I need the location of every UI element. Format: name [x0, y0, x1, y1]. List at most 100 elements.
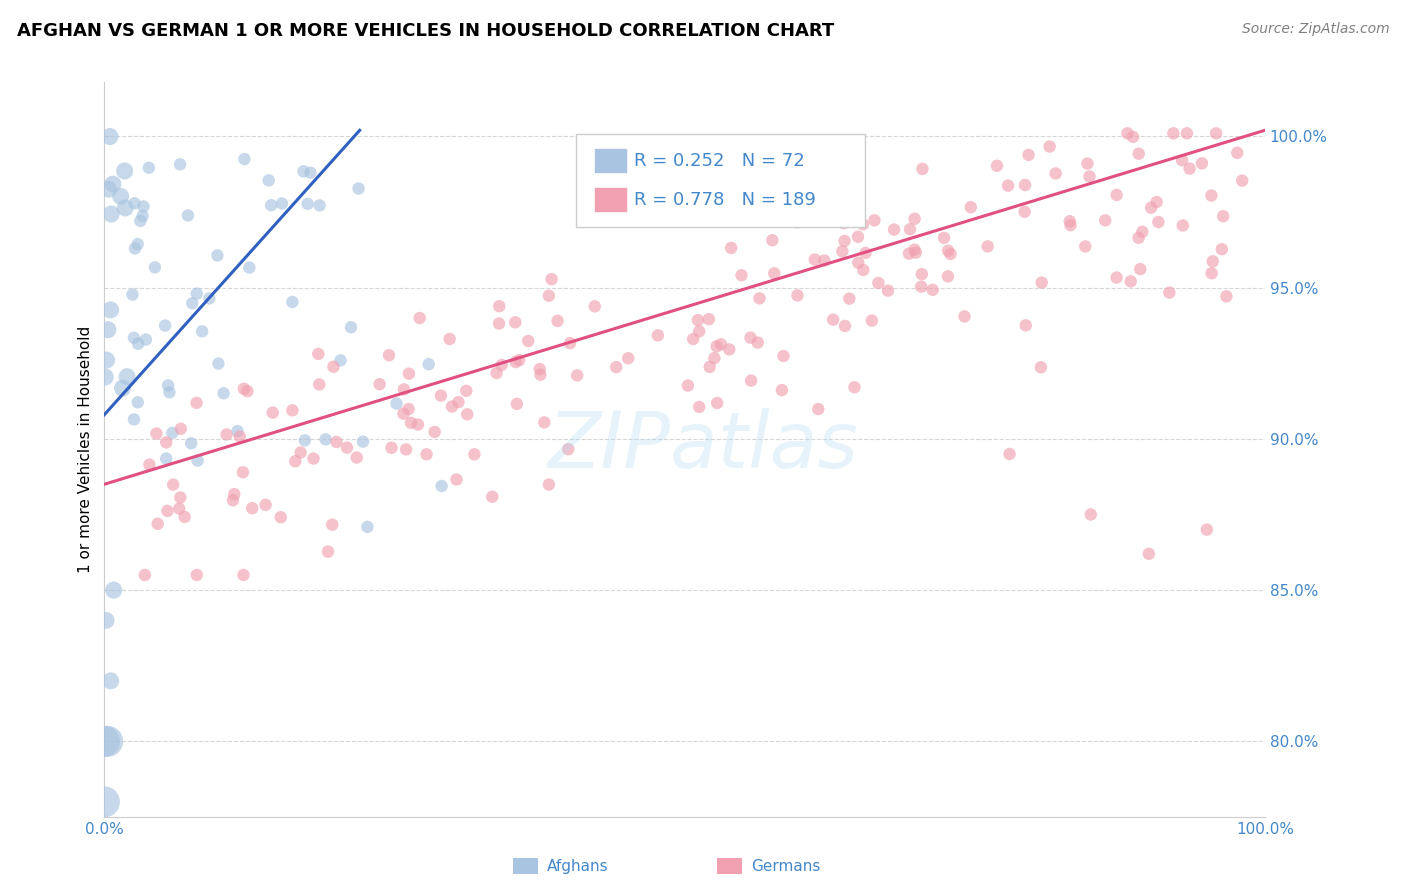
Point	[378, 348, 401, 362]
Point	[121, 287, 143, 301]
Point	[292, 164, 315, 178]
Point	[1078, 169, 1101, 184]
Point	[124, 196, 146, 211]
Point	[786, 288, 808, 302]
Point	[786, 215, 808, 229]
Point	[529, 368, 551, 382]
Point	[236, 384, 259, 399]
Point	[143, 260, 166, 275]
Point	[725, 203, 748, 218]
Point	[883, 222, 905, 236]
Point	[439, 332, 461, 346]
Point	[308, 377, 330, 392]
Point	[418, 357, 440, 371]
Point	[673, 205, 696, 219]
Point	[1195, 523, 1218, 537]
Point	[170, 422, 193, 436]
Point	[281, 295, 304, 310]
Point	[93, 795, 115, 809]
Point	[238, 260, 260, 275]
Point	[1116, 126, 1139, 140]
Point	[529, 362, 551, 376]
Point	[998, 447, 1021, 461]
Point	[232, 568, 254, 582]
Point	[558, 336, 581, 351]
Point	[939, 247, 962, 261]
Point	[838, 292, 860, 306]
Point	[617, 351, 640, 366]
Point	[399, 416, 422, 430]
Point	[1059, 214, 1081, 228]
Point	[699, 359, 721, 374]
Point	[807, 402, 830, 417]
Point	[271, 196, 294, 211]
Point	[207, 248, 229, 262]
Point	[936, 269, 959, 284]
Point	[852, 263, 875, 277]
Text: R = 0.252   N = 72: R = 0.252 N = 72	[634, 152, 804, 169]
Text: AFGHAN VS GERMAN 1 OR MORE VEHICLES IN HOUSEHOLD CORRELATION CHART: AFGHAN VS GERMAN 1 OR MORE VEHICLES IN H…	[17, 22, 834, 40]
Point	[1191, 156, 1213, 170]
Point	[162, 477, 184, 491]
Point	[959, 200, 981, 214]
Point	[430, 388, 453, 402]
Text: R = 0.778   N = 189: R = 0.778 N = 189	[634, 191, 815, 209]
Point	[96, 353, 118, 368]
Point	[368, 377, 391, 392]
Point	[855, 246, 877, 260]
Y-axis label: 1 or more Vehicles in Household: 1 or more Vehicles in Household	[79, 326, 93, 573]
Point	[1201, 266, 1223, 280]
Point	[100, 302, 122, 317]
Point	[1122, 129, 1144, 144]
Point	[262, 405, 284, 419]
Point	[281, 403, 304, 417]
Point	[1146, 195, 1168, 210]
Point	[346, 450, 368, 465]
Point	[100, 673, 122, 688]
Point	[430, 479, 453, 493]
Point	[131, 209, 153, 223]
Point	[155, 435, 177, 450]
Point	[153, 318, 176, 333]
Point	[229, 429, 252, 443]
Point	[97, 734, 120, 748]
Point	[186, 286, 208, 301]
Point	[191, 324, 214, 338]
Point	[134, 568, 156, 582]
Point	[94, 370, 117, 384]
Point	[485, 366, 508, 380]
Point	[186, 396, 208, 410]
Point	[127, 395, 149, 409]
Point	[1031, 276, 1053, 290]
Point	[740, 374, 762, 388]
Point	[1226, 145, 1249, 160]
Point	[1018, 148, 1040, 162]
Point	[1171, 219, 1194, 233]
Point	[647, 328, 669, 343]
Point	[103, 583, 125, 598]
Point	[605, 360, 627, 375]
Point	[682, 332, 704, 346]
Point	[240, 501, 263, 516]
Point	[1039, 139, 1062, 153]
Point	[868, 276, 890, 290]
Point	[110, 189, 132, 203]
Point	[181, 296, 204, 310]
Point	[1175, 126, 1198, 140]
Point	[284, 454, 307, 468]
Point	[832, 216, 855, 230]
Point	[877, 284, 900, 298]
Point	[187, 453, 209, 467]
Point	[145, 426, 167, 441]
Point	[910, 279, 932, 293]
Point	[124, 242, 146, 256]
Point	[863, 213, 886, 227]
Point	[297, 196, 319, 211]
Point	[180, 436, 202, 450]
Point	[340, 320, 363, 334]
Point	[911, 161, 934, 176]
Point	[1201, 188, 1223, 202]
Point	[224, 487, 246, 501]
Point	[162, 425, 184, 440]
Point	[747, 335, 769, 350]
